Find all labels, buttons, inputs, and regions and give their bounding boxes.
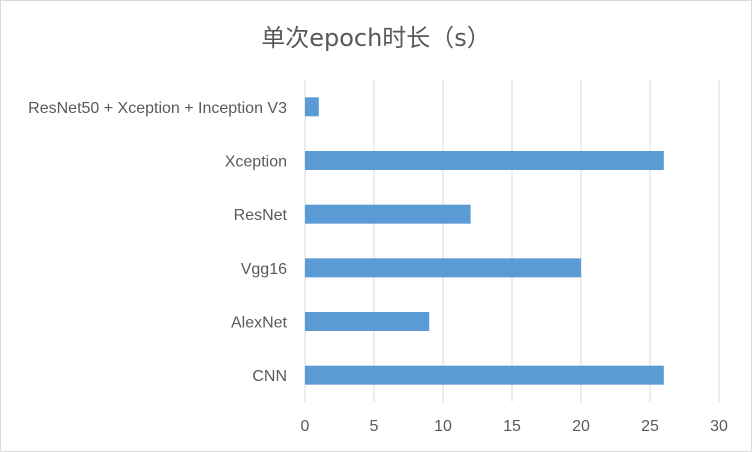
bar-4 <box>305 151 664 170</box>
bar-1 <box>305 312 430 331</box>
x-tick-labels: 0 5 10 15 20 25 30 <box>301 418 728 435</box>
gridlines <box>304 80 720 402</box>
x-tick-label: 5 <box>370 418 379 435</box>
bar-0 <box>305 365 664 385</box>
x-tick-label: 30 <box>710 418 728 435</box>
category-label: ResNet <box>234 207 288 224</box>
category-labels: CNN AlexNet Vgg16 ResNet Xception ResNet50 + … <box>28 100 287 385</box>
bar-2 <box>305 258 581 278</box>
x-tick-label: 0 <box>301 418 310 435</box>
x-tick-label: 15 <box>503 418 521 435</box>
category-label: CNN <box>252 368 287 385</box>
category-label: Xception <box>225 154 287 171</box>
bars <box>305 97 664 385</box>
chart-title: 单次epoch时长（s） <box>261 24 491 52</box>
x-tick-label: 10 <box>434 418 452 435</box>
bar-5 <box>305 97 319 117</box>
x-tick-label: 20 <box>572 418 590 435</box>
category-label: ResNet50 + Xception + Inception V3 <box>28 100 287 117</box>
category-label: Vgg16 <box>241 261 287 278</box>
x-tick-label: 25 <box>641 418 659 435</box>
bar-3 <box>305 204 471 224</box>
category-label: AlexNet <box>231 315 288 332</box>
